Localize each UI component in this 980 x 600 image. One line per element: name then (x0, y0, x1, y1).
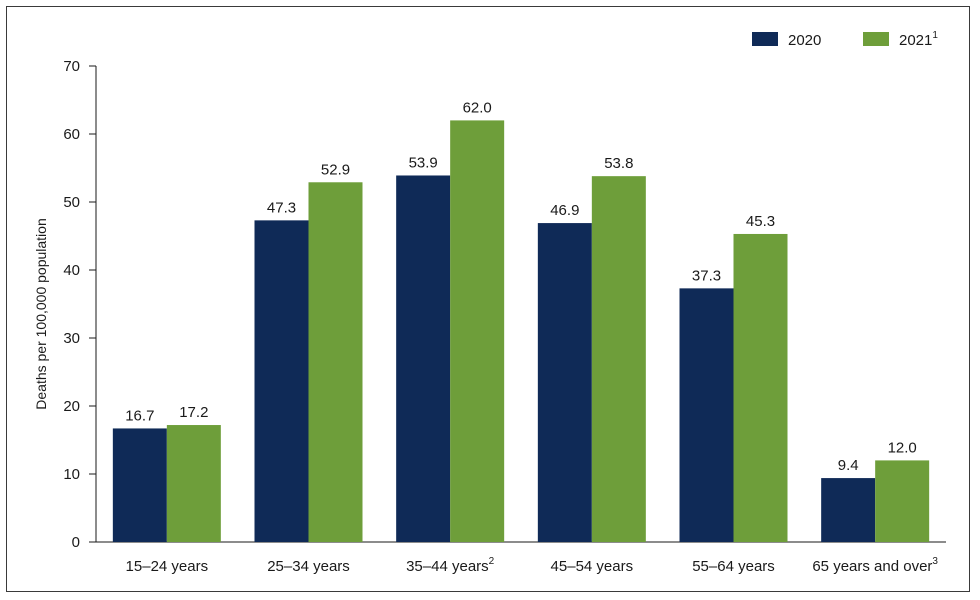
x-tick-label-footnote: 2 (489, 556, 495, 567)
data-label: 16.7 (125, 407, 154, 424)
bar-2020-4 (679, 288, 734, 542)
legend-label-footnote: 1 (932, 30, 938, 41)
data-label: 12.0 (888, 439, 917, 456)
data-label: 53.9 (409, 154, 438, 171)
y-tick-label: 50 (63, 194, 80, 211)
data-label: 45.3 (746, 213, 775, 230)
data-label: 37.3 (692, 267, 721, 284)
x-tick-label-text: 45–54 years (551, 558, 634, 575)
bar-2020-2 (396, 175, 451, 543)
x-tick-label-text: 15–24 years (126, 558, 209, 575)
legend-label: 20211 (899, 30, 938, 49)
y-tick-label: 40 (63, 262, 80, 279)
legend-swatch-2021 (863, 32, 889, 46)
bar-2021-0 (166, 425, 221, 542)
bar-2020-1 (254, 220, 309, 543)
legend-label-text: 2021 (899, 32, 932, 49)
bar-2020-5 (821, 478, 876, 542)
data-label: 53.8 (604, 155, 633, 172)
data-label: 46.9 (550, 202, 579, 219)
y-tick-label: 10 (63, 466, 80, 483)
data-label: 52.9 (321, 161, 350, 178)
x-tick-label-text: 35–44 years (406, 558, 489, 575)
x-tick-label: 25–34 years (267, 558, 350, 575)
legend-label-text: 2020 (788, 32, 821, 49)
y-tick-label: 70 (63, 58, 80, 75)
y-tick-label: 60 (63, 126, 80, 143)
data-label: 9.4 (838, 457, 859, 474)
x-tick-label: 55–64 years (692, 558, 775, 575)
legend-label: 2020 (788, 32, 821, 49)
x-tick-label: 35–44 years2 (406, 556, 495, 575)
bar-2021-4 (733, 233, 788, 542)
data-label: 47.3 (267, 199, 296, 216)
x-tick-label-text: 65 years and over (812, 558, 932, 575)
x-tick-label: 45–54 years (551, 558, 634, 575)
bar-2020-3 (537, 223, 592, 542)
y-tick-label: 30 (63, 330, 80, 347)
bar-2021-1 (308, 182, 363, 542)
data-label: 17.2 (179, 404, 208, 421)
x-tick-label-text: 55–64 years (692, 558, 775, 575)
y-tick-label: 0 (72, 534, 80, 551)
bar-2021-3 (591, 176, 646, 542)
bar-2021-2 (450, 120, 505, 543)
bar-2021-5 (875, 460, 930, 542)
x-tick-label-text: 25–34 years (267, 558, 350, 575)
y-tick-label: 20 (63, 398, 80, 415)
legend-swatch-2020 (752, 32, 778, 46)
y-axis-title: Deaths per 100,000 population (33, 218, 49, 409)
x-tick-label: 65 years and over3 (812, 556, 938, 575)
bar-chart: 0 10 20 30 40 50 60 70 Deaths per 100,000 popula… (33, 30, 946, 575)
bar-2020-0 (112, 428, 167, 542)
chart-frame: 0 10 20 30 40 50 60 70 Deaths per 100,000 popula… (6, 6, 970, 592)
x-tick-label: 15–24 years (126, 558, 209, 575)
data-label: 62.0 (463, 99, 492, 116)
x-tick-label-footnote: 3 (932, 556, 938, 567)
